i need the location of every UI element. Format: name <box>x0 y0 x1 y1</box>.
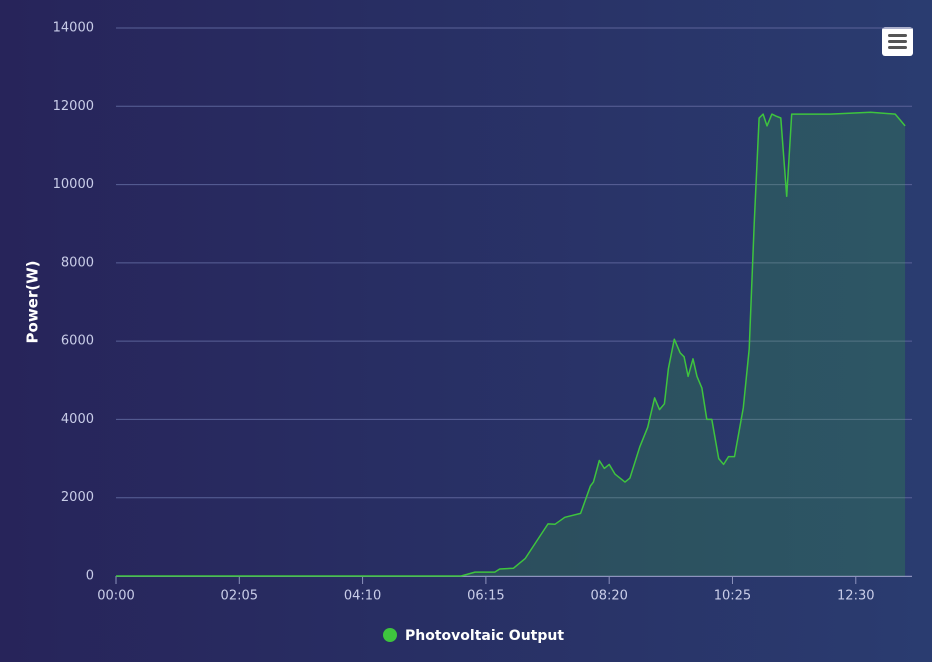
x-tick-label: 04:10 <box>344 589 381 604</box>
menu-button[interactable] <box>882 27 913 56</box>
legend-item[interactable]: Photovoltaic Output <box>383 628 564 644</box>
y-tick-label: 8000 <box>61 255 94 270</box>
menu-bar <box>888 40 907 43</box>
y-tick-label: 14000 <box>53 21 94 36</box>
menu-bar <box>888 46 907 49</box>
y-tick-label: 4000 <box>61 412 94 427</box>
x-tick-label: 02:05 <box>221 589 258 604</box>
x-tick-label: 06:15 <box>467 589 504 604</box>
x-tick-label: 00:00 <box>97 589 134 604</box>
y-tick-label: 10000 <box>53 177 94 192</box>
menu-bar <box>888 34 907 37</box>
x-tick-label: 10:25 <box>714 589 751 604</box>
y-tick-label: 6000 <box>61 334 94 349</box>
y-axis-title: Power(W) <box>24 261 42 344</box>
series-line <box>116 111 906 577</box>
legend-label: Photovoltaic Output <box>405 628 564 644</box>
y-tick-label: 2000 <box>61 490 94 505</box>
x-tick-label: 12:30 <box>837 589 874 604</box>
area-fill <box>116 112 906 576</box>
y-tick-label: 0 <box>86 569 94 584</box>
x-tick-label: 08:20 <box>590 589 627 604</box>
y-tick-label: 12000 <box>53 99 94 114</box>
legend-marker <box>383 628 397 642</box>
